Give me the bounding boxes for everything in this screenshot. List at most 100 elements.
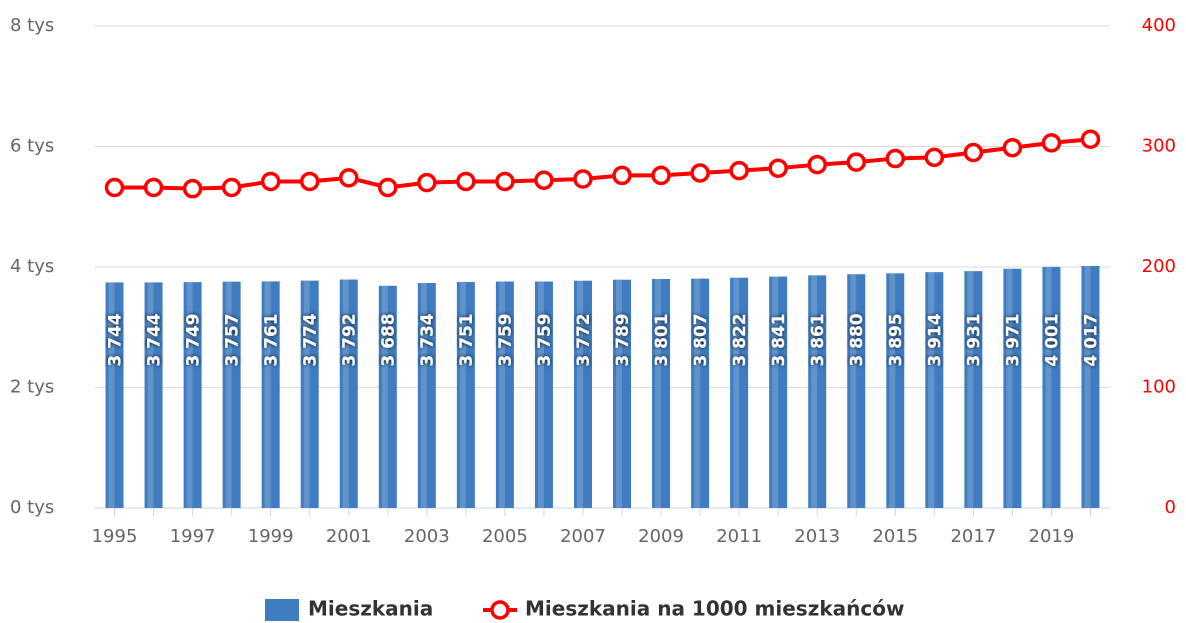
line-point <box>924 147 945 168</box>
bar <box>339 279 358 508</box>
bar <box>886 273 905 508</box>
bar <box>613 279 632 508</box>
line-point <box>573 169 593 189</box>
bar-highlight <box>694 278 701 508</box>
value-label: 3 801 <box>652 313 672 366</box>
value-label-group: 3 734 <box>418 313 438 366</box>
bar-highlight <box>108 282 115 508</box>
value-label: 3 971 <box>1003 313 1023 366</box>
value-label-group: 3 971 <box>1003 313 1023 366</box>
bar-highlight <box>772 276 779 508</box>
line-point <box>1002 137 1023 158</box>
line-point <box>182 178 203 199</box>
bar <box>1081 265 1100 508</box>
value-label-group: 3 895 <box>886 313 906 366</box>
line-point <box>378 177 398 198</box>
bar-highlight <box>381 285 388 508</box>
y2-tick-label: 100 <box>1142 377 1176 398</box>
x-tick-label: 2011 <box>716 526 762 547</box>
y-tick-label: 4 tys <box>10 256 54 277</box>
bar-highlight <box>967 271 974 508</box>
bar <box>261 281 280 508</box>
value-label: 3 759 <box>535 313 555 366</box>
x-tick-label: 2007 <box>560 526 606 547</box>
line-point <box>339 168 359 188</box>
value-label: 3 757 <box>223 313 243 366</box>
bar <box>378 285 397 508</box>
value-label: 3 688 <box>379 313 399 366</box>
x-tick-label: 2001 <box>326 526 372 547</box>
bar-highlight <box>420 283 427 508</box>
line-point <box>221 177 242 198</box>
bar-highlight <box>264 281 271 508</box>
line-point <box>885 148 906 169</box>
line-point <box>143 177 164 198</box>
value-label-group: 3 822 <box>730 313 750 366</box>
bar <box>964 271 983 508</box>
x-tick-label: 2015 <box>872 526 918 547</box>
line-point <box>846 152 866 172</box>
value-label-group: 3 744 <box>106 313 126 366</box>
value-label-group: 3 749 <box>184 313 204 366</box>
value-label-group: 3 807 <box>691 313 711 366</box>
value-label-group: 3 774 <box>301 313 321 366</box>
bar <box>573 280 592 508</box>
line-point <box>260 171 281 192</box>
value-label-group: 3 914 <box>925 313 945 366</box>
line-point <box>299 171 320 192</box>
bar <box>847 274 866 508</box>
value-label: 3 792 <box>340 313 360 366</box>
value-label: 3 841 <box>769 313 789 366</box>
line-point <box>963 142 984 163</box>
bar-highlight <box>850 274 857 508</box>
value-label: 3 744 <box>145 313 165 366</box>
value-label: 3 895 <box>886 313 906 366</box>
value-label: 4 017 <box>1081 313 1101 366</box>
bar <box>808 275 827 508</box>
bar-highlight <box>186 282 193 508</box>
legend-label: Mieszkania <box>308 597 433 621</box>
value-label: 3 759 <box>496 313 516 366</box>
line-point <box>729 160 749 181</box>
value-label-group: 3 792 <box>340 313 360 366</box>
line-point <box>768 158 788 178</box>
y-tick-label: 8 tys <box>10 15 54 36</box>
bar <box>144 282 163 508</box>
value-label-group: 3 801 <box>652 313 672 366</box>
bar-highlight <box>1084 265 1091 508</box>
x-tick-label: 2005 <box>482 526 528 547</box>
bar-highlight <box>889 273 896 508</box>
bar-highlight <box>733 277 740 508</box>
line-point <box>612 165 632 186</box>
bar <box>495 281 514 508</box>
value-label: 3 751 <box>457 313 477 366</box>
bar <box>652 278 671 508</box>
value-label-group: 3 759 <box>535 313 555 366</box>
bar-highlight <box>342 279 349 508</box>
value-label-group: 3 931 <box>964 313 984 366</box>
bar-highlight <box>811 275 818 508</box>
legend-label: Mieszkania na 1000 mieszkańców <box>525 597 904 621</box>
line-point <box>534 170 554 190</box>
value-label: 3 914 <box>925 313 945 366</box>
y-tick-label: 2 tys <box>10 377 54 398</box>
value-label: 3 734 <box>418 313 438 366</box>
bar <box>456 282 475 508</box>
value-label-group: 3 757 <box>223 313 243 366</box>
y-tick-label: 0 tys <box>10 497 54 518</box>
bar-highlight <box>576 280 583 508</box>
bar-highlight <box>459 282 466 508</box>
x-tick-label: 1997 <box>170 526 216 547</box>
value-label-group: 3 744 <box>145 313 165 366</box>
value-label: 3 774 <box>301 313 321 366</box>
x-tick-label: 1995 <box>92 526 138 547</box>
y-tick-label: 6 tys <box>10 136 54 157</box>
y2-tick-label: 0 <box>1165 497 1176 518</box>
bar <box>417 283 436 508</box>
bar-highlight <box>537 281 544 508</box>
bar-highlight <box>655 278 662 508</box>
x-tick-label: 1999 <box>248 526 294 547</box>
value-label-group: 3 772 <box>574 313 594 366</box>
